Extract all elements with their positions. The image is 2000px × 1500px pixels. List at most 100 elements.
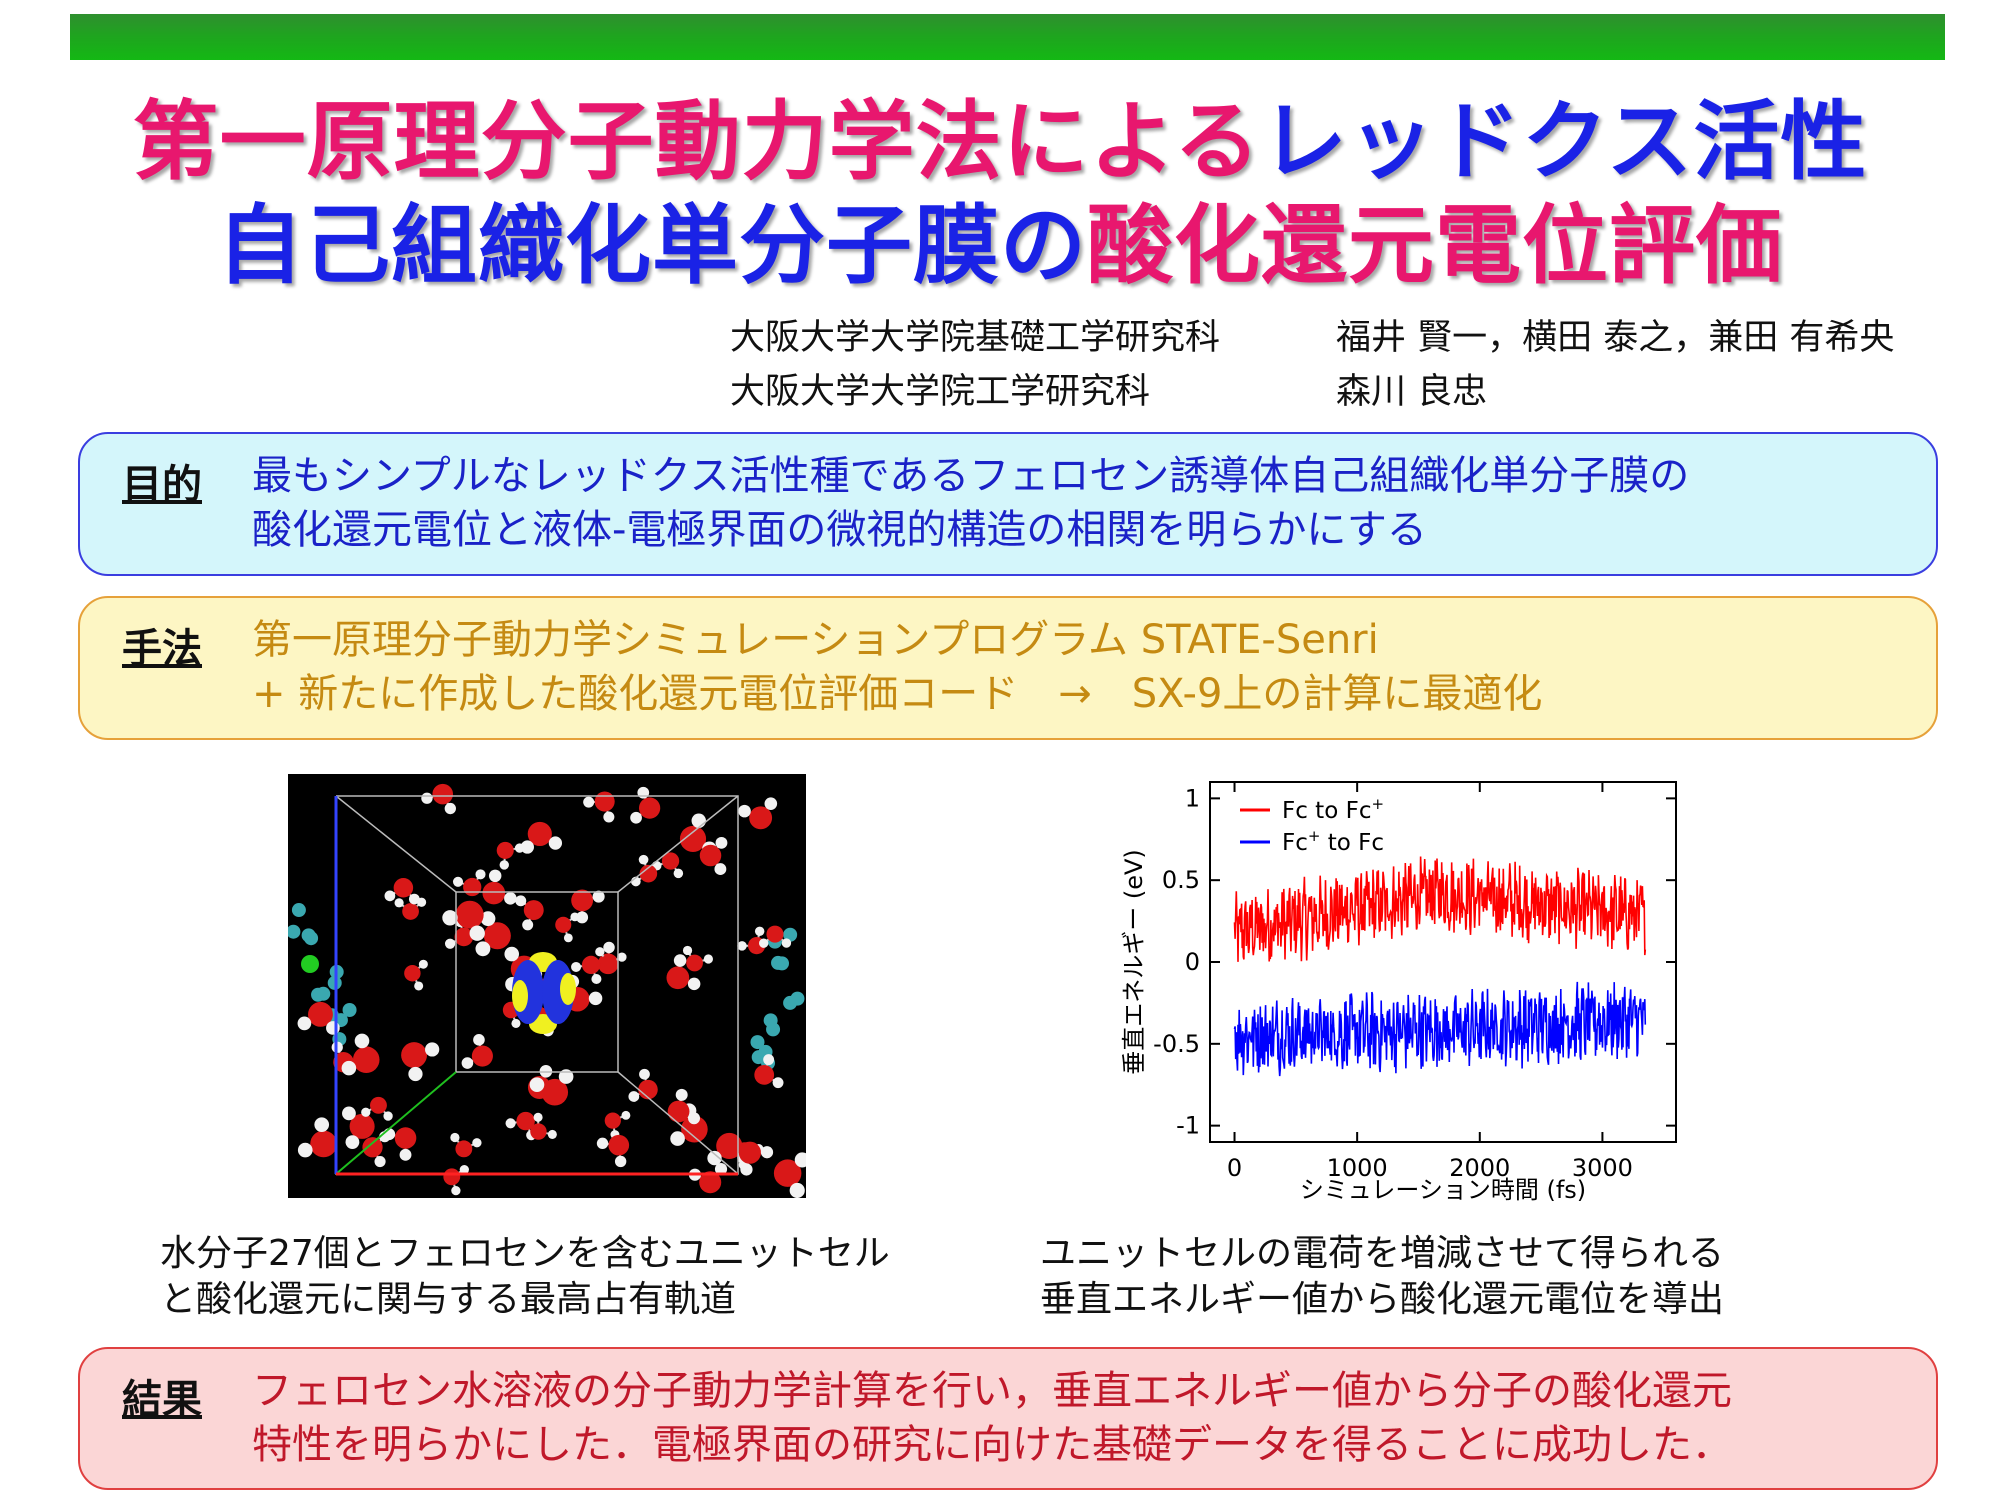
result-box: 結果 フェロセン水溶液の分子動力学計算を行い，垂直エネルギー値から分子の酸化還元…	[78, 1347, 1938, 1490]
atom	[488, 869, 502, 883]
atom	[630, 811, 642, 824]
atom	[504, 946, 520, 962]
atom	[617, 952, 627, 962]
atom	[670, 1131, 685, 1146]
atom	[530, 1123, 547, 1140]
atom	[603, 811, 615, 823]
atom	[361, 1107, 371, 1117]
legend: Fc to Fc+ Fc+ to Fc	[1240, 795, 1384, 856]
atom	[591, 974, 602, 985]
atom	[576, 911, 589, 924]
atom	[639, 864, 658, 883]
atom	[520, 840, 534, 854]
atom	[750, 1035, 765, 1050]
atom	[451, 1185, 461, 1196]
atom	[594, 791, 615, 812]
atom	[394, 1127, 417, 1149]
atom	[286, 924, 301, 939]
atom	[455, 1140, 473, 1158]
method-text: 第一原理分子動力学シミュレーションプログラム STATE-Senri	[252, 617, 1379, 663]
atom	[515, 895, 527, 907]
atom	[505, 1118, 516, 1129]
atom	[454, 927, 474, 947]
atom	[469, 925, 485, 941]
affiliation-org: 大阪大学大学院工学研究科	[730, 372, 1151, 412]
atom	[541, 1078, 569, 1106]
purpose-text: 最もシンプルなレッドクス活性種であるフェロセン誘導体自己組織化単分子膜の	[252, 453, 1690, 499]
method-text: + 新たに作成した酸化還元電位評価コード → SX-9上の計算に最適化	[252, 671, 1543, 717]
purpose-label: 目的	[122, 462, 202, 508]
atom	[401, 1042, 428, 1069]
atom	[638, 797, 661, 819]
figure-caption: と酸化還元に関与する最高占有軌道	[160, 1279, 737, 1320]
atom	[763, 1054, 775, 1066]
atom	[399, 1148, 412, 1161]
atom	[595, 947, 605, 957]
atom	[425, 1042, 440, 1057]
atom	[687, 977, 701, 991]
purpose-box: 目的 最もシンプルなレッドクス活性種であるフェロセン誘導体自己組織化単分子膜の …	[78, 432, 1938, 576]
atom	[314, 1117, 330, 1133]
x-tick-label: 3000	[1572, 1154, 1633, 1182]
atom	[754, 1064, 775, 1085]
method-box: 手法 第一原理分子動力学シミュレーションプログラム STATE-Senri + …	[78, 596, 1938, 740]
atom	[621, 1110, 631, 1120]
affiliation-authors: 福井 賢一，横田 泰之，兼田 有希央	[1336, 318, 1895, 358]
x-tick-label: 1000	[1327, 1154, 1388, 1182]
atom	[370, 1096, 387, 1114]
atom	[738, 1141, 762, 1164]
chart-caption: ユニットセルの電荷を増減させて得られる	[1040, 1233, 1725, 1274]
title-segment: 第一原理分子動力学法による	[132, 92, 1261, 192]
atom	[699, 1171, 722, 1194]
atom	[715, 836, 728, 849]
atom	[408, 893, 420, 905]
title-segment: の	[1000, 196, 1087, 296]
atom	[547, 1129, 557, 1139]
atom	[707, 1150, 722, 1166]
y-tick-label: -1	[1176, 1112, 1200, 1140]
title-line-2: 自己組織化単分子膜の酸化還元電位評価	[0, 196, 2000, 296]
atom	[297, 1016, 312, 1031]
atom	[499, 860, 509, 870]
atom	[571, 961, 582, 972]
atom	[759, 938, 769, 948]
atom	[688, 1112, 701, 1125]
atom	[667, 1100, 690, 1123]
y-tick-label: 1	[1185, 784, 1200, 812]
atom	[608, 1134, 630, 1156]
atom	[588, 991, 603, 1006]
atom	[781, 938, 792, 948]
atom	[628, 1091, 640, 1102]
x-axis-label: シミュレーション時間 (fs)	[1300, 1176, 1586, 1204]
atom	[473, 1034, 485, 1046]
affiliation-org: 大阪大学大学院基礎工学研究科	[730, 318, 1221, 358]
x-tick-label: 2000	[1449, 1154, 1510, 1182]
atom	[740, 1163, 753, 1176]
atom	[638, 1079, 658, 1100]
atom	[291, 903, 306, 918]
atom	[483, 922, 511, 950]
atom	[738, 804, 751, 818]
atom	[511, 1018, 521, 1028]
atom	[661, 852, 680, 870]
atom	[455, 900, 484, 929]
atom	[604, 1112, 621, 1129]
molecule-simulation-image	[286, 774, 810, 1199]
atom	[408, 1066, 423, 1082]
atom	[600, 954, 618, 972]
atom	[603, 941, 615, 954]
atom	[297, 1142, 313, 1158]
atom	[342, 1106, 356, 1121]
atom	[548, 836, 563, 850]
header-bar	[70, 14, 1945, 60]
atom	[686, 954, 703, 972]
atom	[714, 1163, 728, 1176]
atom	[679, 825, 707, 853]
atom	[760, 1146, 774, 1159]
atom	[362, 1137, 383, 1158]
atom	[311, 987, 326, 1002]
atom	[581, 955, 601, 975]
atom	[349, 1113, 375, 1139]
atom	[673, 954, 687, 967]
atom	[533, 1112, 543, 1122]
